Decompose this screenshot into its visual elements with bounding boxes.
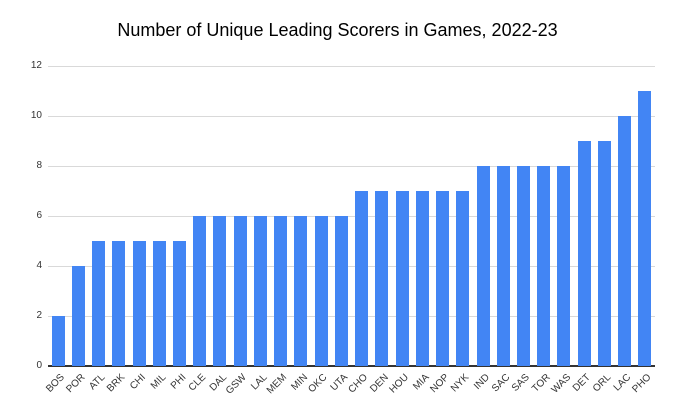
x-axis-label: TOR — [529, 372, 553, 395]
bar-cle — [193, 216, 207, 366]
bar-pho — [638, 91, 652, 366]
x-axis-label: HOU — [387, 372, 411, 396]
bar-cho — [355, 191, 369, 366]
bar-uta — [334, 216, 348, 366]
bar-lal — [253, 216, 267, 366]
x-axis-label: LAC — [611, 372, 634, 394]
x-axis-label: SAS — [510, 372, 533, 394]
bar-nop — [436, 191, 450, 366]
bar-bos — [51, 316, 65, 366]
bar-gsw — [233, 216, 247, 366]
bar-min — [294, 216, 308, 366]
x-axis-label: UTA — [328, 372, 351, 394]
gridline — [48, 65, 655, 67]
bar-hou — [395, 191, 409, 366]
y-axis-label: 10 — [30, 110, 42, 121]
x-axis-label: DET — [571, 372, 593, 394]
bar-okc — [314, 216, 328, 366]
chart-title: Number of Unique Leading Scorers in Game… — [117, 20, 558, 40]
bar-phi — [173, 241, 187, 366]
x-axis-label: BOS — [44, 372, 67, 395]
x-axis-label: DEN — [367, 372, 391, 395]
bar-det — [577, 141, 591, 366]
x-axis-label: PHO — [630, 372, 654, 396]
bar-sas — [516, 166, 530, 366]
gridline — [48, 115, 655, 117]
x-axis-label: WAS — [549, 372, 573, 396]
x-axis-label: BRK — [105, 372, 128, 395]
bar-por — [71, 266, 85, 366]
y-axis-label: 8 — [36, 160, 42, 171]
bar-was — [557, 166, 571, 366]
y-axis-label: 6 — [36, 210, 42, 221]
x-axis-label: ATL — [87, 372, 108, 393]
bar-mia — [415, 191, 429, 366]
gridline — [48, 315, 655, 317]
x-axis-label: ORL — [590, 372, 614, 395]
x-axis-label: SAC — [489, 372, 513, 395]
x-axis-label: MIA — [410, 372, 432, 393]
x-axis-label: POR — [64, 372, 88, 396]
x-axis-label: CHO — [346, 372, 371, 396]
x-axis-label: NYK — [449, 372, 472, 395]
bar-nyk — [456, 191, 470, 366]
y-axis-label: 2 — [36, 310, 42, 321]
bar-mil — [152, 241, 166, 366]
bar-mem — [274, 216, 288, 366]
y-axis-label: 12 — [30, 60, 42, 71]
bar-orl — [597, 141, 611, 366]
bar-atl — [92, 241, 106, 366]
x-axis-label: CHI — [127, 372, 148, 392]
gridline — [48, 165, 655, 167]
bar-sac — [496, 166, 510, 366]
x-axis-label: CLE — [186, 372, 209, 394]
x-axis-label: MEM — [265, 372, 290, 397]
x-axis-label: GSW — [224, 372, 249, 397]
x-axis-label: PHI — [168, 372, 189, 392]
plot-area — [48, 65, 655, 367]
x-axis-label: MIN — [288, 372, 310, 393]
y-axis-label: 4 — [36, 260, 42, 271]
y-axis-label: 0 — [36, 360, 42, 371]
x-axis-label: IND — [471, 372, 492, 392]
bar-dal — [213, 216, 227, 366]
bar-brk — [112, 241, 126, 366]
x-axis-label: NOP — [428, 372, 452, 396]
bar-ind — [476, 166, 490, 366]
bar-chi — [132, 241, 146, 366]
x-axis-label: OKC — [306, 372, 330, 396]
bar-lac — [618, 116, 632, 366]
gridline — [48, 265, 655, 267]
x-axis-line — [48, 365, 655, 367]
bar-tor — [537, 166, 551, 366]
x-axis-label: MIL — [148, 372, 169, 392]
gridline — [48, 215, 655, 217]
bar-den — [375, 191, 389, 366]
